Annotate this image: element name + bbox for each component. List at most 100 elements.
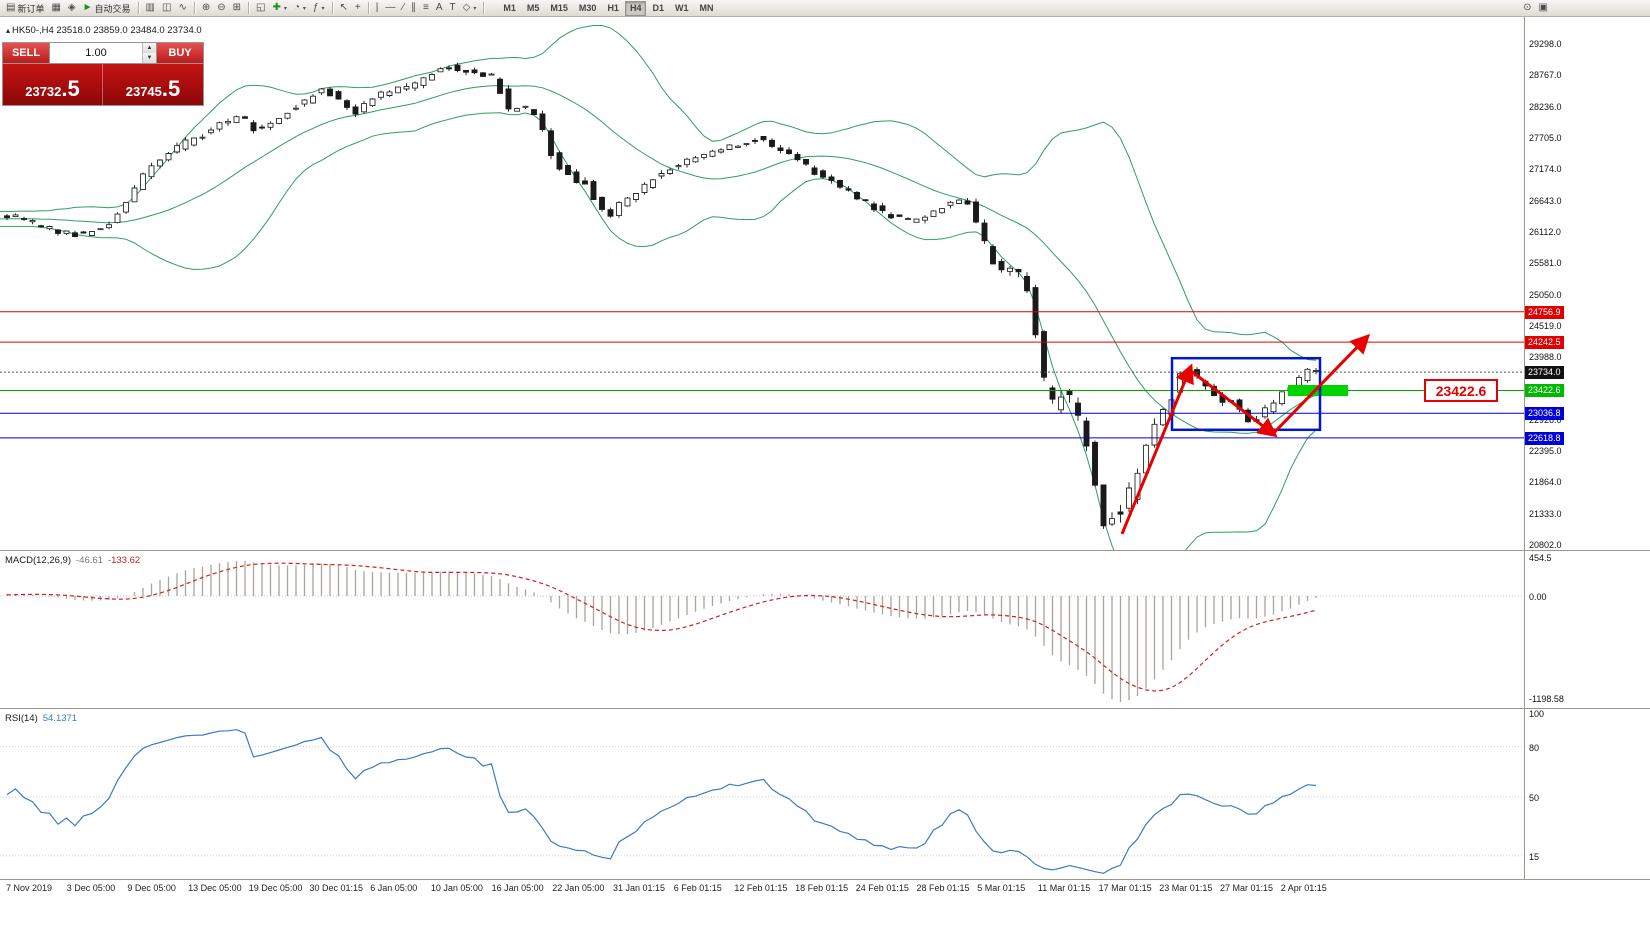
timeframe-m30-button[interactable]: M30 <box>578 3 597 13</box>
one-click-trading-panel: SELL 1.00 ▲ ▼ BUY 23732.5 23745.5 <box>2 42 204 106</box>
grid-button[interactable]: ⊞ <box>230 1 244 16</box>
timeframe-h4-button[interactable]: H4 <box>624 0 647 16</box>
macd-signal-value: -133.62 <box>107 555 141 566</box>
sell-button[interactable]: SELL <box>3 43 49 63</box>
timeframe-d1-button[interactable]: D1 <box>652 3 664 13</box>
shapes-button[interactable]: ◇ ▾ <box>460 1 480 16</box>
new-order-label: 新订单 <box>17 3 45 14</box>
macd-panel-label: MACD(12,26,9) -46.61 -133.62 <box>5 555 140 566</box>
toolbar-separator <box>367 2 369 14</box>
periods-button[interactable]: ◔ ▾ <box>291 1 309 16</box>
volume-value[interactable]: 1.00 <box>85 47 107 59</box>
rsi-panel-label: RSI(14) 54.1371 <box>5 713 77 724</box>
date-axis-separator <box>0 879 1650 880</box>
crosshair-icon: + <box>354 2 361 13</box>
toolbar-separator <box>193 2 195 14</box>
vertical-line-icon: | <box>375 2 379 13</box>
rsi-name: RSI(14) <box>5 713 38 724</box>
zoom-in-button[interactable]: ⊕ <box>199 1 213 16</box>
new-order-button[interactable]: ▤ 新订单 <box>3 1 47 16</box>
panel-separator[interactable] <box>0 708 1650 709</box>
timeframe-mn-button[interactable]: MN <box>699 3 714 13</box>
indicators-icon: ƒ <box>312 2 319 13</box>
volume-up-button[interactable]: ▲ <box>143 43 156 53</box>
rsi-value: 54.1371 <box>42 713 78 724</box>
autotrading-label: 自动交易 <box>94 3 131 14</box>
search-button[interactable]: ⊙ <box>1520 1 1534 16</box>
shapes-icon: ◇ <box>462 2 471 13</box>
bar-chart-icon: ▥ <box>145 2 155 13</box>
fibonacci-icon: ≡ <box>423 2 429 13</box>
text-label-icon: T <box>449 2 456 13</box>
sell-price-main: 23732 <box>25 84 62 99</box>
autotrading-icon: ► <box>82 2 93 13</box>
sell-price-big: .5 <box>61 76 80 101</box>
channel-icon: ∥ <box>411 2 417 13</box>
zoom-out-button[interactable]: ⊖ <box>214 1 228 16</box>
chevron-down-icon: ▾ <box>283 5 287 12</box>
timeframe-m5-button[interactable]: M5 <box>526 3 540 13</box>
timeframe-group: M1 M5 M15 M30 H1 H4 D1 W1 MN <box>498 0 718 16</box>
cursor-button[interactable]: ↖ <box>337 1 351 16</box>
market-watch-button[interactable]: ▦ <box>48 1 63 16</box>
chart-marker-icon: ▴ <box>6 26 11 35</box>
bar-chart-button[interactable]: ▥ <box>143 1 158 16</box>
panel-separator[interactable] <box>0 550 1650 551</box>
macd-name: MACD(12,26,9) <box>5 555 71 566</box>
timeframe-h1-button[interactable]: H1 <box>607 3 619 13</box>
buy-button[interactable]: BUY <box>157 43 203 63</box>
timeframe-m1-button[interactable]: M1 <box>503 3 516 13</box>
fibonacci-button[interactable]: ≡ <box>420 1 432 16</box>
volume-down-button[interactable]: ▼ <box>143 53 156 63</box>
navigator-icon: ◈ <box>67 2 76 13</box>
timeframe-w1-button[interactable]: W1 <box>674 3 689 13</box>
clock-icon: ◔ <box>293 2 300 13</box>
top-toolbar: ▤ 新订单 ▦ ◈ ► 自动交易 ▥ ◫ ∿ ⊕ ⊖ ⊞ ◱ ✚ ▾ ◔ ▾ ƒ ▾ … <box>0 0 1650 17</box>
new-chart-button[interactable]: ✚ ▾ <box>269 1 289 16</box>
chevron-down-icon: ▾ <box>302 5 306 12</box>
horizontal-line-button[interactable]: — <box>382 1 398 16</box>
trendline-button[interactable]: ∕ <box>399 1 407 16</box>
price-axis-border <box>1524 17 1525 880</box>
cursor-icon: ↖ <box>339 2 348 13</box>
candlestick-chart-button[interactable]: ◫ <box>159 1 174 16</box>
text-label-button[interactable]: T <box>447 1 459 16</box>
toolbar-separator <box>248 2 250 14</box>
text-button[interactable]: A <box>433 1 446 16</box>
line-chart-button[interactable]: ∿ <box>175 1 189 16</box>
line-chart-icon: ∿ <box>178 2 187 13</box>
buy-price[interactable]: 23745.5 <box>103 64 203 105</box>
buy-price-main: 23745 <box>125 84 162 99</box>
zoom-out-icon: ⊖ <box>217 2 226 13</box>
chevron-down-icon: ▾ <box>473 5 477 12</box>
toolbar-separator <box>483 2 485 14</box>
layout-icon: ▣ <box>1538 2 1548 13</box>
chevron-down-icon: ▾ <box>321 5 325 12</box>
channel-button[interactable]: ∥ <box>408 1 419 16</box>
horizontal-line-icon: — <box>385 2 396 13</box>
navigator-button[interactable]: ◈ <box>65 1 79 16</box>
search-icon: ⊙ <box>1523 2 1532 13</box>
timeframe-m15-button[interactable]: M15 <box>550 3 568 13</box>
vertical-line-button[interactable]: | <box>373 1 382 16</box>
toolbar-separator <box>137 2 139 14</box>
indicators-button[interactable]: ƒ ▾ <box>310 1 328 16</box>
crosshair-button[interactable]: + <box>352 1 364 16</box>
toolbar-separator <box>331 2 333 14</box>
buy-price-big: .5 <box>161 76 181 101</box>
grid-icon: ⊞ <box>232 2 242 13</box>
trendline-icon: ∕ <box>402 2 405 13</box>
volume-stepper[interactable]: 1.00 ▲ ▼ <box>49 43 157 63</box>
chart-ohlc-line: ▴ HK50-,H4 23518.0 23859.0 23484.0 23734.… <box>6 25 202 36</box>
layout-button[interactable]: ▣ <box>1536 1 1551 16</box>
tile-windows-icon: ◱ <box>256 2 266 13</box>
autotrading-button[interactable]: ► 自动交易 <box>80 1 134 16</box>
candlestick-icon: ◫ <box>162 2 172 13</box>
sell-price[interactable]: 23732.5 <box>3 64 103 105</box>
new-order-icon: ▤ <box>6 2 16 13</box>
price-callout-label[interactable]: 23422.6 <box>1424 379 1498 402</box>
tile-windows-button[interactable]: ◱ <box>253 1 268 16</box>
chart-ohlc-text: HK50-,H4 23518.0 23859.0 23484.0 23734.0 <box>12 25 202 36</box>
